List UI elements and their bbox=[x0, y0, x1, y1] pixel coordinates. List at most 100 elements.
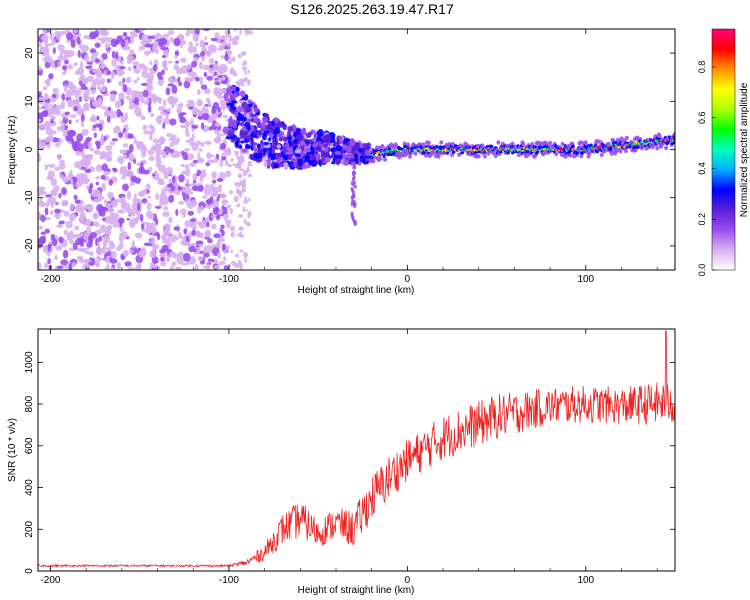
spectrogram-cell bbox=[176, 256, 184, 265]
spectrogram-cell bbox=[351, 199, 355, 204]
spectrogram-cell bbox=[54, 211, 61, 220]
spectrogram-cell bbox=[85, 185, 90, 190]
spectrogram-cell bbox=[45, 78, 51, 87]
spectrogram-cell bbox=[140, 223, 145, 230]
spectrogram-cell bbox=[226, 102, 234, 106]
spectrogram-cell bbox=[272, 137, 276, 145]
spectrogram-cell bbox=[371, 158, 376, 164]
spectrogram-cell bbox=[213, 158, 219, 164]
spectrogram-cell bbox=[220, 224, 225, 229]
spectrogram-ylabel: Frequency (Hz) bbox=[7, 116, 18, 185]
snr-xtick-label: -200 bbox=[40, 575, 60, 586]
spectrogram-cell bbox=[136, 143, 141, 150]
spectrogram-cell bbox=[350, 162, 354, 166]
spectrogram-cell bbox=[173, 226, 180, 231]
spectrogram-cell bbox=[310, 129, 316, 134]
spectrogram-ytick-label: -10 bbox=[24, 190, 35, 205]
spectrogram-cell bbox=[73, 194, 78, 200]
spectrogram-cell bbox=[63, 210, 70, 217]
spectrogram-cell bbox=[171, 98, 177, 106]
spectrogram-cell bbox=[294, 153, 301, 158]
snr-xtick-label: 0 bbox=[405, 575, 411, 586]
spectrogram-cell bbox=[124, 130, 128, 140]
spectrogram-cell bbox=[192, 33, 200, 42]
spectrogram-cell bbox=[174, 50, 180, 57]
spectrogram-cell bbox=[273, 132, 278, 140]
spectrogram-cell bbox=[240, 51, 246, 56]
spectrogram-cell bbox=[146, 223, 152, 229]
spectrogram-cell bbox=[124, 261, 132, 267]
spectrogram-cell bbox=[237, 190, 243, 195]
spectrogram-cell bbox=[150, 145, 158, 151]
spectrogram-cell bbox=[181, 188, 185, 193]
spectrogram-cell bbox=[182, 252, 191, 262]
spectrogram-cell bbox=[134, 232, 143, 239]
spectrogram-cell bbox=[595, 150, 600, 154]
spectrogram-cell bbox=[202, 171, 207, 176]
spectrogram-cell bbox=[197, 255, 204, 262]
spectrogram-cell bbox=[236, 182, 241, 188]
spectrogram-cell bbox=[163, 98, 167, 108]
spectrogram-cell bbox=[216, 240, 221, 249]
spectrogram-cell bbox=[80, 173, 88, 182]
spectrogram-cell bbox=[199, 76, 204, 86]
spectrogram-cell bbox=[96, 115, 100, 121]
spectrogram-cell bbox=[226, 87, 233, 94]
spectrogram-cell bbox=[352, 202, 356, 207]
spectrogram-cell bbox=[436, 154, 441, 159]
spectrogram-cell bbox=[70, 138, 75, 145]
spectrogram-cell bbox=[104, 42, 111, 49]
spectrogram-cell bbox=[282, 154, 289, 160]
spectrogram-cell bbox=[203, 71, 208, 78]
spectrogram-cell bbox=[183, 228, 187, 235]
spectrogram-cell bbox=[178, 200, 185, 205]
spectrogram-cell bbox=[402, 141, 407, 146]
spectrogram-cell bbox=[286, 135, 293, 143]
spectrogram-cell bbox=[119, 71, 125, 75]
spectrogram-cell bbox=[88, 257, 96, 266]
spectrogram-cell bbox=[212, 179, 217, 184]
spectrogram-cell bbox=[176, 103, 184, 108]
spectrogram-cell bbox=[185, 198, 190, 205]
spectrogram-cell bbox=[216, 196, 220, 202]
spectrogram-cell bbox=[259, 152, 263, 159]
spectrogram-cell bbox=[61, 71, 67, 76]
spectrogram-cell bbox=[60, 101, 66, 109]
spectrogram-cell bbox=[187, 210, 195, 216]
spectrogram-cell bbox=[177, 231, 183, 239]
spectrogram-cell bbox=[118, 209, 123, 214]
spectrogram-cell bbox=[351, 188, 355, 193]
spectrogram-cell bbox=[65, 220, 73, 229]
spectrogram-cell bbox=[86, 178, 90, 183]
spectrogram-cell bbox=[98, 235, 103, 242]
spectrogram-cell bbox=[228, 56, 232, 62]
spectrogram-cell bbox=[150, 112, 155, 118]
spectrogram-cell bbox=[48, 196, 56, 204]
spectrogram-cell bbox=[265, 130, 270, 134]
spectrogram-cell bbox=[38, 200, 46, 208]
spectrogram-cell bbox=[493, 153, 498, 159]
spectrogram-cell bbox=[110, 71, 116, 77]
spectrogram-cell bbox=[145, 183, 151, 190]
spectrogram-cell bbox=[85, 218, 92, 227]
spectrogram-cell bbox=[241, 66, 248, 71]
spectrogram-cell bbox=[160, 256, 165, 262]
spectrogram-cell bbox=[352, 194, 356, 199]
spectrogram-cell bbox=[157, 181, 166, 186]
spectrogram-cell bbox=[132, 209, 136, 217]
spectrogram-cell bbox=[124, 112, 128, 121]
spectrogram-cell bbox=[232, 29, 238, 32]
spectrogram-cell bbox=[204, 187, 208, 197]
spectrogram-cell bbox=[163, 66, 169, 72]
spectrogram-cell bbox=[196, 221, 204, 226]
spectrogram-cell bbox=[242, 169, 248, 177]
spectrogram-cell bbox=[130, 104, 138, 108]
spectrogram-cell bbox=[210, 214, 218, 219]
spectrogram-cell bbox=[239, 227, 244, 231]
spectrogram-cell bbox=[90, 116, 97, 123]
spectrogram-cell bbox=[56, 224, 63, 228]
spectrogram-ytick-label: 0 bbox=[24, 146, 35, 152]
spectrogram-cell bbox=[183, 80, 191, 89]
spectrogram-cell bbox=[118, 66, 126, 70]
spectrogram-cell bbox=[90, 54, 95, 64]
